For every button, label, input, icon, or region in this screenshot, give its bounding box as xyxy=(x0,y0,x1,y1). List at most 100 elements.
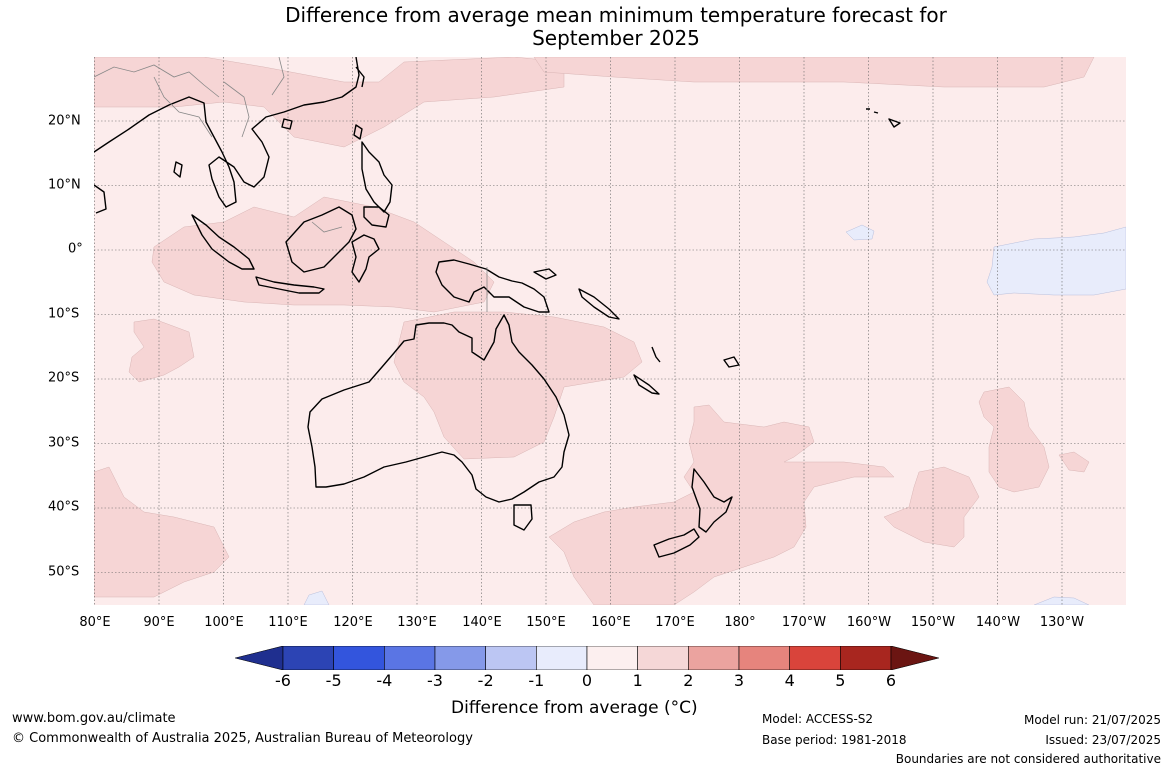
colorbar-tick-label: 3 xyxy=(733,671,745,690)
lon-label: 140°E xyxy=(462,615,502,630)
warm-region-southwest xyxy=(94,466,230,598)
lon-label: 80°E xyxy=(79,615,111,630)
cool-anomaly-regions xyxy=(303,224,1126,605)
lat-label: 0° xyxy=(68,241,83,257)
new-zealand-north-coastline xyxy=(691,468,733,533)
lon-label: 150°E xyxy=(526,615,566,630)
colorbar-tick-label: 0 xyxy=(581,671,593,690)
lat-label: 40°S xyxy=(48,499,80,515)
colorbar-tick-label: -3 xyxy=(427,671,443,690)
warm-region-east-pacific xyxy=(978,386,1050,493)
new-guinea-coastline xyxy=(435,259,550,313)
website-link[interactable]: www.bom.gov.au/climate xyxy=(12,711,176,726)
solomon-islands-coastline xyxy=(578,288,620,320)
country-borders xyxy=(94,57,488,312)
model-text: Model: ACCESS-S2 xyxy=(762,712,874,726)
cool-region-south-east xyxy=(1033,596,1090,605)
japan-south-coastline xyxy=(355,66,365,88)
title-line-1: Difference from average mean minimum tem… xyxy=(285,3,947,27)
cool-region-equatorial-pacific xyxy=(986,226,1126,296)
lon-label: 170°E xyxy=(655,615,695,630)
lat-label: 10°S xyxy=(48,306,80,322)
hawaii-coastline xyxy=(866,108,901,128)
lon-label: 130°E xyxy=(397,615,437,630)
sri-lanka-coastline xyxy=(173,161,183,178)
issued-text: Issued: 23/07/2025 xyxy=(1045,733,1161,747)
warm-region-far-east xyxy=(1058,451,1090,473)
colorbar-tick-label: 5 xyxy=(835,671,846,690)
vanuatu-coastline xyxy=(651,346,661,363)
colorbar-segment xyxy=(384,646,436,670)
disclaimer-text: Boundaries are not considered authoritat… xyxy=(895,752,1161,766)
border-indochina xyxy=(94,57,285,138)
base-period-text: Base period: 1981-2018 xyxy=(762,733,907,747)
colorbar-segment xyxy=(738,646,790,670)
cool-region-near-nauru xyxy=(845,224,875,241)
border-borneo xyxy=(311,221,343,233)
colorbar-segment xyxy=(333,646,385,670)
borneo-coastline xyxy=(285,206,357,273)
title-line-2: September 2025 xyxy=(532,26,700,50)
colorbar-segment xyxy=(536,646,588,670)
graticule xyxy=(94,57,1126,605)
fiji-coastline xyxy=(723,356,740,368)
colorbar-tick-label: 1 xyxy=(632,671,643,690)
lat-label: 20°S xyxy=(48,370,80,386)
australia-coastline xyxy=(307,314,570,503)
lon-label: 110°E xyxy=(268,615,308,630)
lon-label: 170°W xyxy=(781,615,827,630)
sulawesi-coastline xyxy=(351,234,380,283)
sumatra-coastline xyxy=(191,214,255,270)
new-britain-coastline xyxy=(533,268,557,280)
tasmania-coastline xyxy=(513,504,533,531)
lon-label: 130°W xyxy=(1039,615,1085,630)
lon-label: 180° xyxy=(724,615,756,630)
hainan-coastline xyxy=(281,118,293,130)
lat-label: 30°S xyxy=(48,435,80,451)
lat-label: 20°N xyxy=(48,113,81,129)
colorbar-extend-low xyxy=(235,646,284,670)
colorbar-tick-label: -4 xyxy=(376,671,393,690)
new-caledonia-coastline xyxy=(633,374,660,395)
colorbar-tick-label: -2 xyxy=(477,671,494,690)
lon-label: 150°W xyxy=(910,615,956,630)
chart-title: Difference from average mean minimum tem… xyxy=(0,4,1173,50)
colorbar-segment xyxy=(282,646,334,670)
philippines-coastline xyxy=(361,141,393,213)
lat-label: 10°N xyxy=(48,177,81,193)
model-run-text: Model run: 21/07/2025 xyxy=(1023,713,1161,727)
colorbar-segment xyxy=(586,646,638,670)
lon-label: 90°E xyxy=(143,615,175,630)
new-zealand-south-coastline xyxy=(653,528,700,558)
warm-region-west-indian xyxy=(128,318,195,383)
lon-label: 160°W xyxy=(846,615,892,630)
lon-label: 100°E xyxy=(204,615,244,630)
copyright-text: © Commonwealth of Australia 2025, Austra… xyxy=(12,731,473,746)
colorbar xyxy=(235,646,939,670)
lon-label: 140°W xyxy=(975,615,1021,630)
lon-label: 120°E xyxy=(333,615,373,630)
warm-region-south-pacific xyxy=(883,466,980,548)
lat-label: 50°S xyxy=(48,564,80,580)
colorbar-segment xyxy=(434,646,486,670)
colorbar-segment xyxy=(789,646,841,670)
colorbar-segment xyxy=(688,646,740,670)
asia-mainland-coastline xyxy=(94,57,360,208)
warm-region-tasman xyxy=(548,404,895,605)
cool-region-south-west xyxy=(303,590,330,605)
mindanao-coastline xyxy=(363,206,390,228)
coastlines xyxy=(94,57,901,558)
india-coastline xyxy=(94,184,107,214)
colorbar-extend-high xyxy=(890,646,939,670)
colorbar-tick-label: -6 xyxy=(275,671,291,690)
colorbar-segment xyxy=(637,646,689,670)
taiwan-coastline xyxy=(353,124,363,140)
warm-region-asia-north xyxy=(94,57,565,148)
warm-region-north-pacific xyxy=(533,57,1095,88)
colorbar-tick-label: 4 xyxy=(784,671,795,690)
warm-anomaly-regions xyxy=(94,57,1095,605)
colorbar-segment xyxy=(840,646,892,670)
colorbar-tick-label: 6 xyxy=(885,671,897,690)
colorbar-tick-label: -5 xyxy=(325,671,342,690)
colorbar-label: Difference from average (°C) xyxy=(451,698,698,718)
